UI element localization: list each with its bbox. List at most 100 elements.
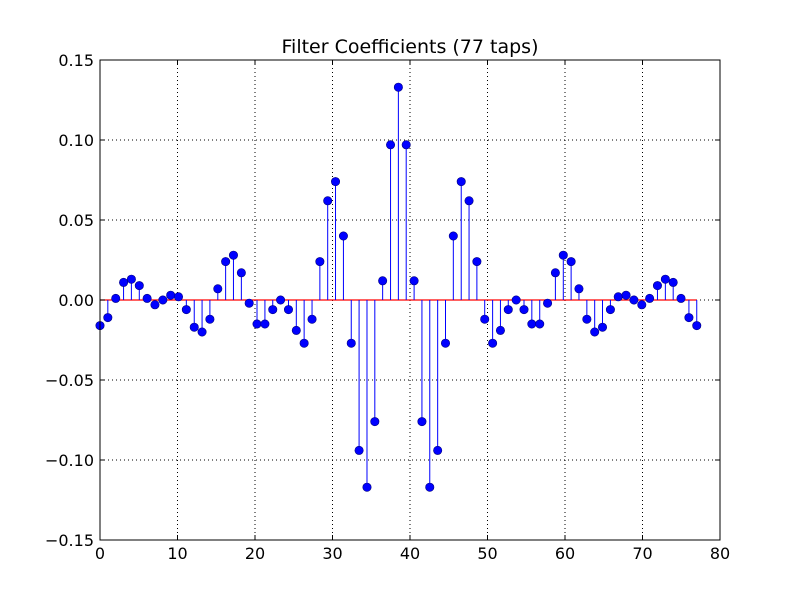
x-tick-label: 20 <box>245 544 265 563</box>
stem-marker <box>205 314 215 324</box>
stem-marker <box>307 314 317 324</box>
stem-marker <box>252 319 262 329</box>
stem-marker <box>197 327 207 337</box>
stem-marker <box>629 295 639 305</box>
stem-marker <box>260 319 270 329</box>
stem-marker <box>652 281 662 291</box>
stem-marker <box>684 313 694 323</box>
x-tick-label: 50 <box>477 544 497 563</box>
stem-marker <box>527 319 537 329</box>
y-tick-label: 0.00 <box>58 291 94 310</box>
stem-marker <box>433 445 443 455</box>
stem-marker <box>213 284 223 294</box>
stem-marker <box>645 293 655 303</box>
x-tick-label: 0 <box>95 544 105 563</box>
stem-marker <box>550 268 560 278</box>
stem-marker <box>142 293 152 303</box>
stem-marker <box>362 482 372 492</box>
stems <box>99 87 698 488</box>
stem-marker <box>417 417 427 427</box>
stem-marker <box>464 196 474 206</box>
stem-marker <box>291 325 301 335</box>
stem-marker <box>692 321 702 331</box>
stem-marker <box>158 295 168 305</box>
x-tick-labels: 0 10 20 30 40 50 60 70 80 <box>95 544 730 563</box>
stem-marker <box>244 298 254 308</box>
x-tick-label: 10 <box>167 544 187 563</box>
stem-marker <box>181 305 191 315</box>
stem-marker <box>283 305 293 315</box>
stem-marker <box>598 322 608 332</box>
stem-marker <box>126 274 136 284</box>
stem-marker <box>440 338 450 348</box>
stem-marker <box>276 295 286 305</box>
stem-marker <box>268 305 278 315</box>
stem-marker <box>566 257 576 267</box>
x-tick-label: 80 <box>710 544 730 563</box>
stem-marker <box>472 257 482 267</box>
stem-marker <box>221 257 231 267</box>
stem-marker <box>174 292 184 302</box>
stem-marker <box>103 313 113 323</box>
x-tick-label: 40 <box>400 544 420 563</box>
y-tick-label: −0.15 <box>45 531 94 550</box>
stem-marker <box>386 140 396 150</box>
x-tick-label: 70 <box>632 544 652 563</box>
stem-marker <box>354 445 364 455</box>
stem-marker <box>346 338 356 348</box>
stem-marker <box>668 277 678 287</box>
stem-marker <box>503 305 513 315</box>
stem-marker <box>236 268 246 278</box>
stem-marker <box>323 196 333 206</box>
stem-marker <box>228 250 238 260</box>
stem-marker <box>582 314 592 324</box>
stem-marker <box>378 276 388 286</box>
stem-marker <box>338 231 348 241</box>
stem-marker <box>621 290 631 300</box>
stem-marker <box>660 274 670 284</box>
stem-marker <box>456 177 466 187</box>
stem-marker <box>150 300 160 310</box>
stem-marker <box>558 250 568 260</box>
chart-title: Filter Coefficients (77 taps) <box>282 36 539 58</box>
stem-marker <box>166 290 176 300</box>
stem-marker <box>613 292 623 302</box>
y-tick-label: 0.05 <box>58 211 94 230</box>
stem-marker <box>543 298 553 308</box>
axis-ticks <box>99 59 721 541</box>
stem-marker <box>370 417 380 427</box>
stem-marker <box>511 295 521 305</box>
stem-marker <box>119 277 129 287</box>
stem-marker <box>299 338 309 348</box>
y-tick-label: 0.15 <box>58 51 94 70</box>
stem-marker <box>676 293 686 303</box>
stem-marker <box>134 281 144 291</box>
stem-marker <box>590 327 600 337</box>
y-tick-labels: −0.15 −0.10 −0.05 0.00 0.05 0.10 0.15 <box>45 51 94 550</box>
stem-marker <box>605 305 615 315</box>
stem-marker <box>574 284 584 294</box>
stem-marker <box>488 338 498 348</box>
stem-marker <box>393 82 403 92</box>
markers <box>95 82 702 492</box>
stem-marker <box>189 322 199 332</box>
x-tick-label: 60 <box>555 544 575 563</box>
stem-marker <box>480 314 490 324</box>
stem-marker <box>535 319 545 329</box>
y-tick-label: 0.10 <box>58 131 94 150</box>
stem-marker <box>409 276 419 286</box>
stem-marker <box>111 293 121 303</box>
stem-marker <box>425 482 435 492</box>
stem-marker <box>448 231 458 241</box>
stem-marker <box>637 300 647 310</box>
stem-marker <box>495 325 505 335</box>
stem-marker <box>315 257 325 267</box>
x-tick-label: 30 <box>322 544 342 563</box>
stem-marker <box>401 140 411 150</box>
y-tick-label: −0.10 <box>45 451 94 470</box>
stem-marker <box>331 177 341 187</box>
stem-marker <box>519 305 529 315</box>
y-tick-label: −0.05 <box>45 371 94 390</box>
